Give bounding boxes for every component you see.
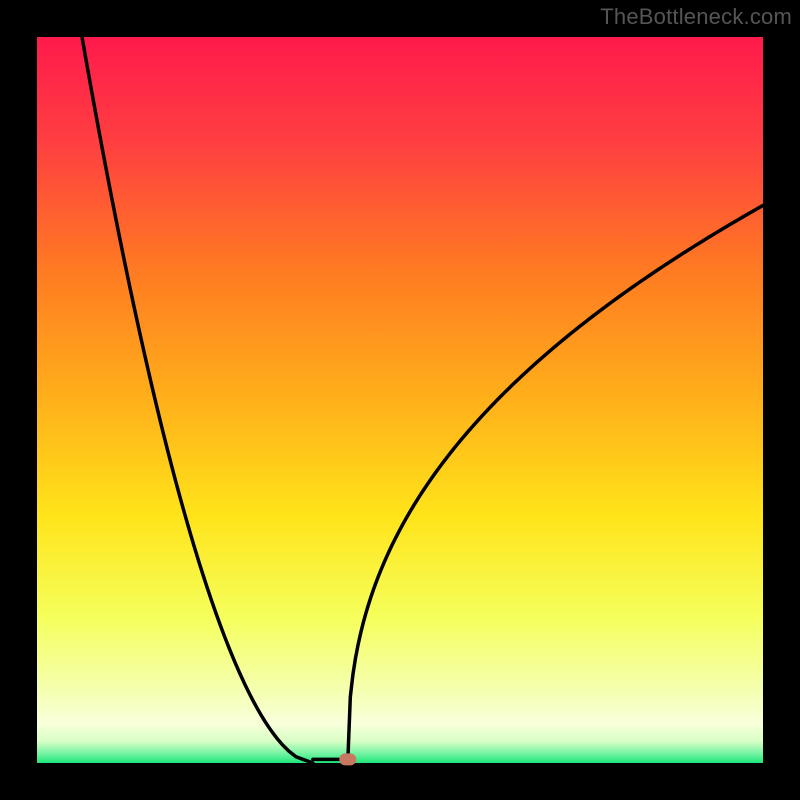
plot-background <box>37 37 763 763</box>
bottleneck-chart <box>0 0 800 800</box>
optimal-marker <box>339 753 356 765</box>
watermark-text: TheBottleneck.com <box>600 4 792 30</box>
